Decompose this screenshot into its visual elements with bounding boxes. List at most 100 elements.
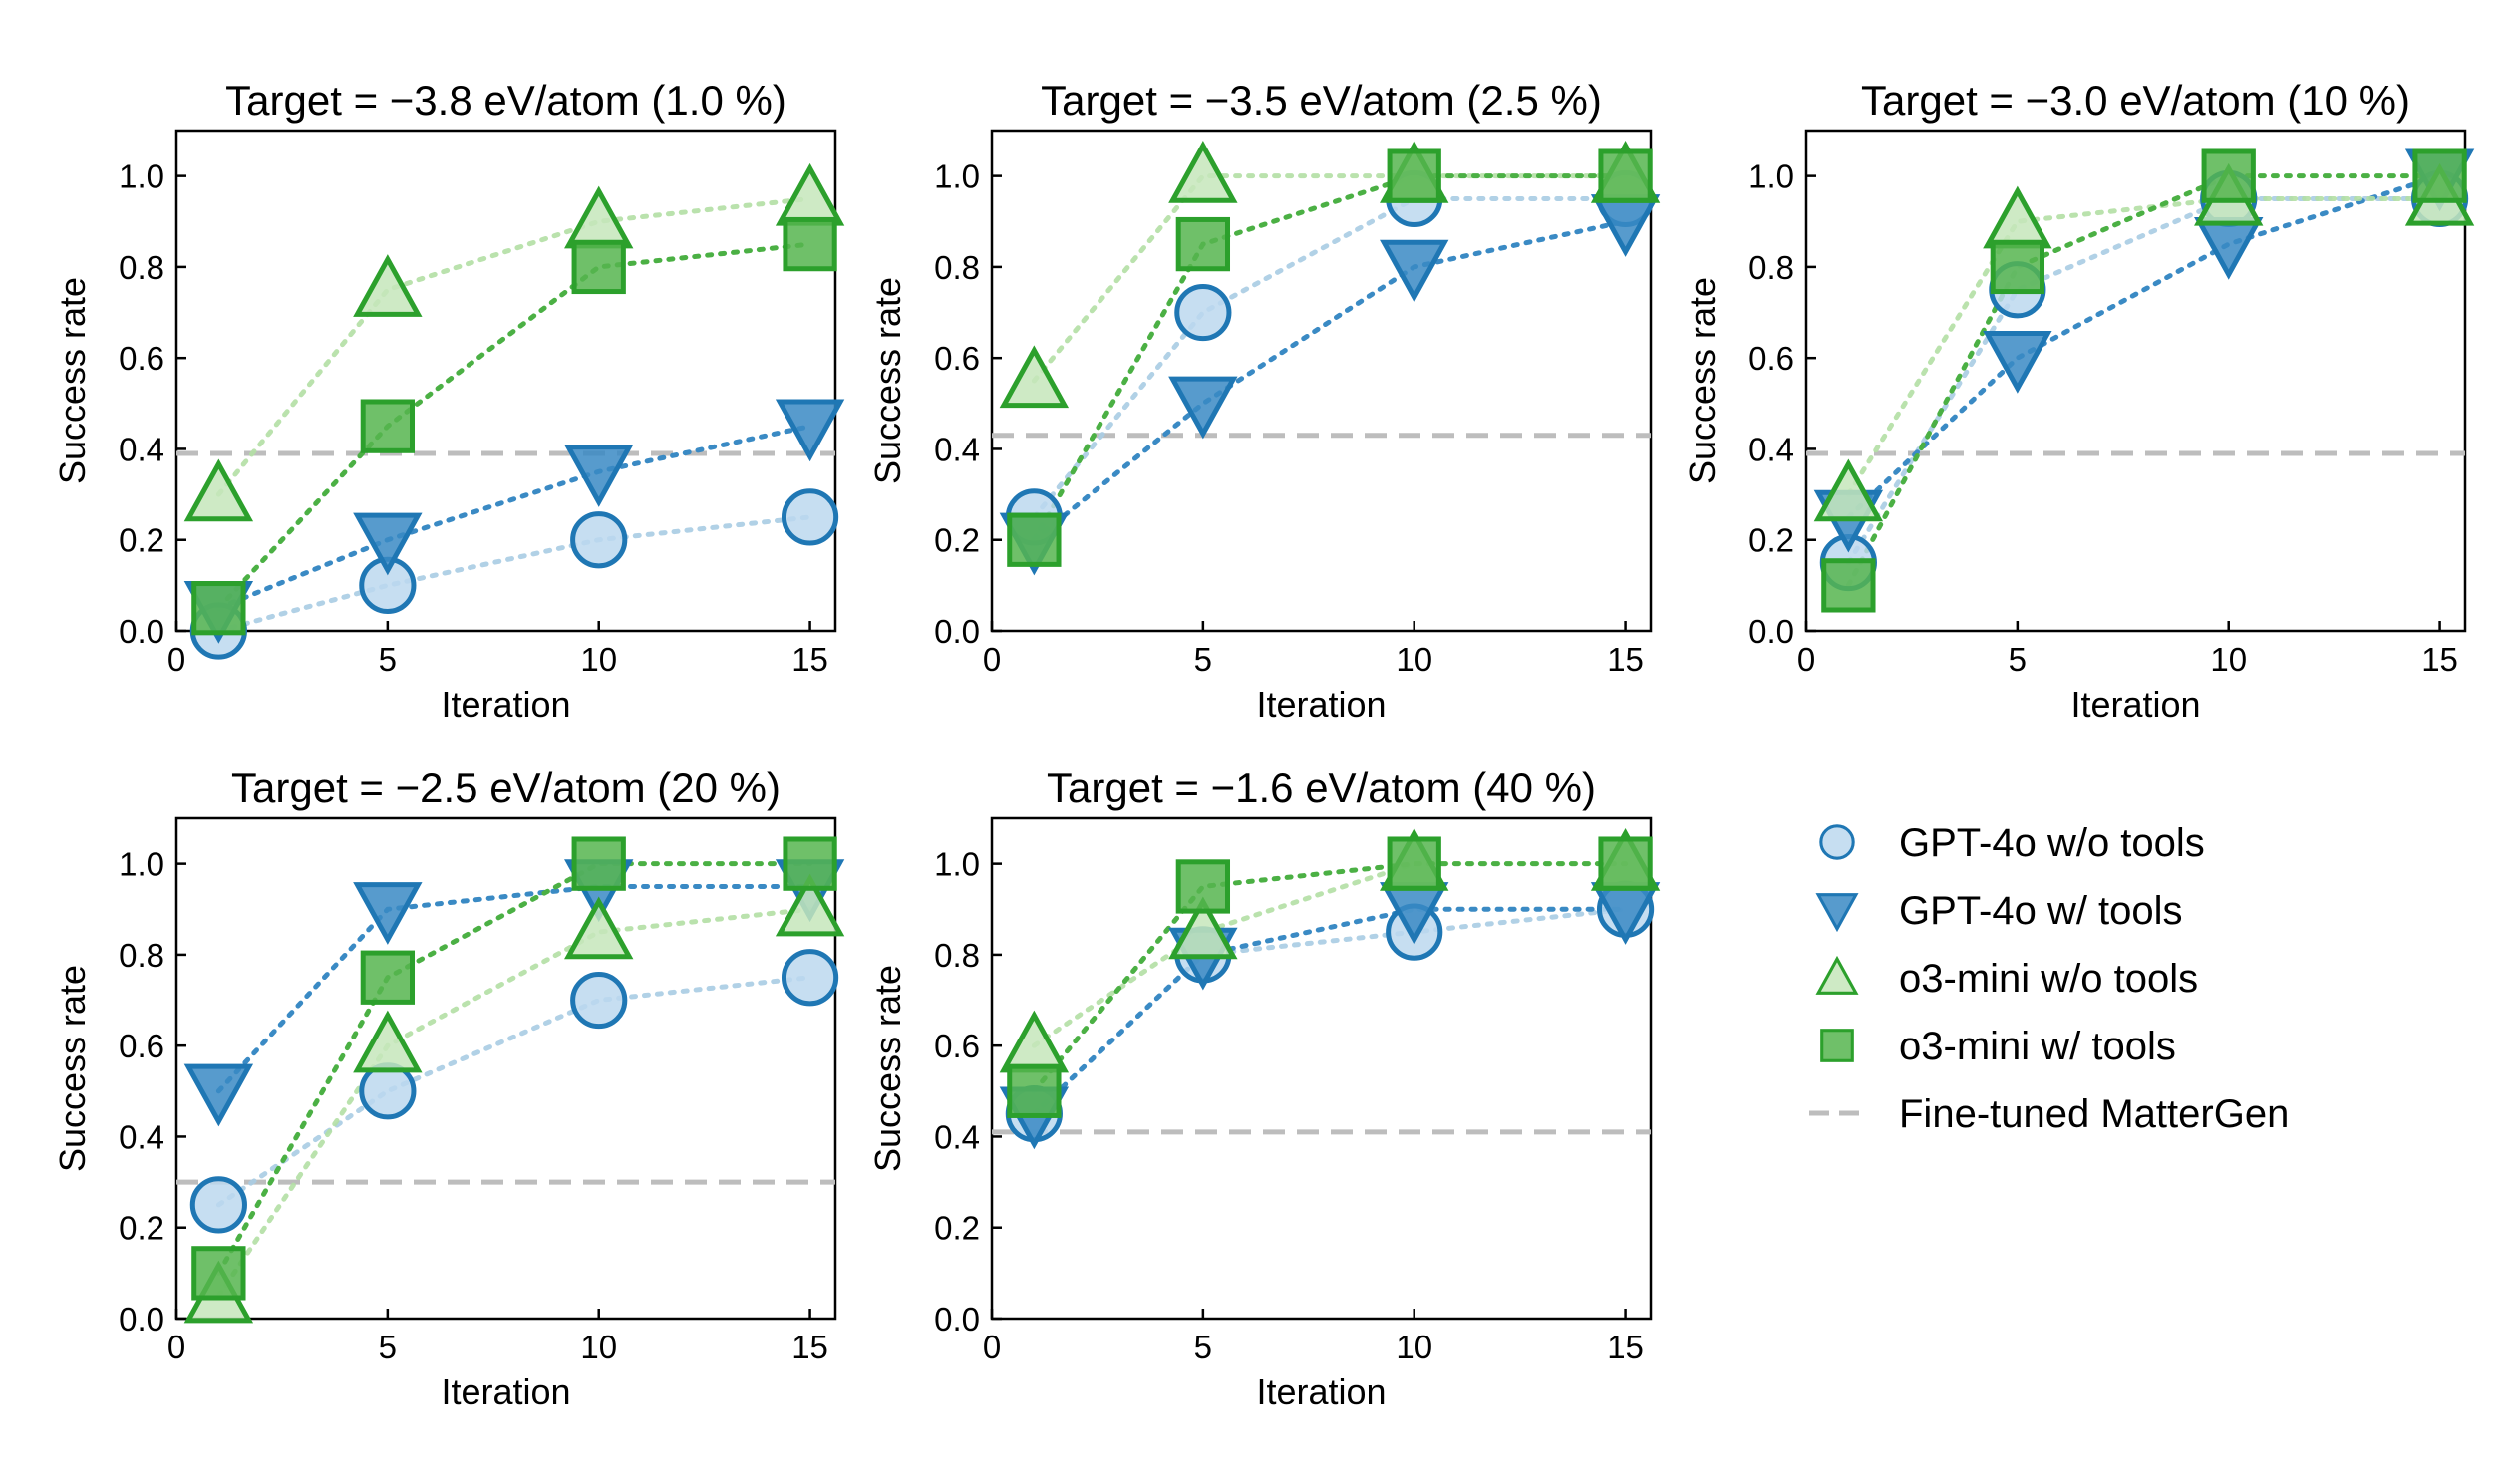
data-point-o3_tools (1598, 148, 1653, 203)
series-line-o3_no_tools (215, 906, 813, 1299)
series-line-o3_no_tools (215, 195, 813, 497)
legend-marker-o3_no_tools (1815, 955, 1859, 995)
y-tick-label: 0.2 (934, 1210, 980, 1247)
y-tick-label: 0.4 (934, 1118, 980, 1155)
series-line-o3_no_tools (1031, 861, 1629, 1048)
y-tick-label: 0.8 (119, 249, 164, 286)
x-tick-label: 10 (580, 1329, 617, 1365)
series-line-gpt4o_tools (1845, 173, 2443, 520)
x-tick-label: 15 (791, 1329, 828, 1365)
data-point-o3_no_tools (775, 873, 845, 937)
legend-marker-gpt4o_no_tools (1819, 824, 1855, 860)
data-point-gpt4o_no_tools (570, 511, 628, 569)
x-tick-label: 5 (2009, 641, 2027, 678)
y-tick-label: 1.0 (934, 158, 980, 195)
data-point-o3_tools (783, 836, 837, 891)
data-point-o3_no_tools (564, 896, 634, 960)
data-point-o3_tools (1598, 836, 1653, 891)
x-tick-label: 5 (379, 641, 397, 678)
data-point-o3_no_tools (999, 1010, 1070, 1073)
legend-label: GPT-4o w/o tools (1899, 821, 2205, 865)
x-axis-label: Iteration (441, 684, 570, 725)
data-point-o3_tools (571, 836, 626, 891)
series-line-gpt4o_tools (215, 424, 813, 611)
y-tick-label: 0.0 (934, 1301, 980, 1337)
y-axis-label: Success rate (1682, 277, 1723, 484)
data-point-o3_no_tools (183, 458, 254, 522)
series-line-gpt4o_no_tools (1031, 906, 1629, 1117)
x-tick-label: 0 (167, 641, 185, 678)
y-tick-label: 0.2 (119, 522, 164, 559)
y-tick-label: 1.0 (934, 846, 980, 883)
series-line-gpt4o_no_tools (1845, 195, 2443, 566)
data-point-gpt4o_no_tools (1174, 283, 1232, 342)
data-point-o3_tools (360, 950, 416, 1005)
y-tick-label: 0.4 (119, 1118, 164, 1155)
y-tick-label: 0.6 (1748, 340, 1794, 377)
data-point-o3_tools (1007, 1063, 1062, 1118)
plot-frame (1804, 129, 2467, 633)
y-axis-label: Success rate (52, 965, 93, 1172)
y-tick-label: 0.6 (119, 1028, 164, 1064)
data-point-o3_tools (783, 216, 837, 272)
series-line-o3_tools (1031, 861, 1629, 1094)
panel-title: Target = −3.5 eV/atom (2.5 %) (1041, 77, 1602, 124)
data-point-o3_no_tools (1168, 896, 1238, 960)
x-tick-label: 15 (791, 641, 828, 678)
x-axis-label: Iteration (441, 1371, 570, 1412)
y-tick-label: 0.8 (934, 937, 980, 974)
x-tick-label: 5 (1194, 641, 1212, 678)
data-point-gpt4o_tools (775, 399, 845, 462)
legend-label: o3-mini w/o tools (1899, 957, 2198, 1001)
x-tick-label: 15 (1607, 1329, 1644, 1365)
y-tick-label: 0.4 (934, 431, 980, 467)
y-tick-label: 0.6 (934, 340, 980, 377)
data-point-o3_tools (1821, 558, 1876, 613)
y-axis-label: Success rate (867, 277, 908, 484)
panel-4: Target = −2.5 eV/atom (20 %) 0 5 10 15 0.0 0.2… (52, 764, 845, 1412)
series-line-gpt4o_no_tools (215, 514, 813, 634)
data-point-o3_no_tools (1168, 141, 1238, 203)
y-axis-label: Success rate (52, 277, 93, 484)
data-point-gpt4o_tools (1380, 239, 1449, 303)
panel-3: Target = −3.0 eV/atom (10 %) 0 5 10 15 0.0 0.2… (1682, 77, 2475, 725)
panel-1: Target = −3.8 eV/atom (1.0 %) 0 5 10 15 0.0 0.… (52, 77, 845, 725)
data-point-o3_tools (191, 581, 246, 636)
legend-marker-gpt4o_tools (1815, 893, 1859, 933)
data-point-o3_tools (1387, 836, 1441, 891)
panel-title: Target = −3.0 eV/atom (10 %) (1861, 77, 2410, 124)
legend: GPT-4o w/o tools GPT-4o w/ tools o3-mini w… (1809, 821, 2289, 1136)
data-point-gpt4o_tools (353, 882, 423, 945)
data-point-o3_tools (191, 1246, 246, 1301)
x-tick-label: 0 (983, 1329, 1001, 1365)
series-line-gpt4o_tools (1031, 218, 1629, 543)
data-point-gpt4o_tools (1983, 331, 2052, 394)
y-tick-label: 1.0 (119, 846, 164, 883)
x-tick-label: 10 (2210, 641, 2247, 678)
x-axis-label: Iteration (1256, 1371, 1386, 1412)
y-tick-label: 0.2 (1748, 522, 1794, 559)
data-point-o3_no_tools (353, 1010, 423, 1073)
y-tick-label: 0.4 (1748, 431, 1794, 467)
panel-title: Target = −3.8 eV/atom (1.0 %) (225, 77, 786, 124)
x-tick-label: 0 (1797, 641, 1815, 678)
x-tick-label: 0 (983, 641, 1001, 678)
data-point-o3_tools (2412, 148, 2467, 203)
y-tick-label: 0.6 (934, 1028, 980, 1064)
panel-title: Target = −1.6 eV/atom (40 %) (1047, 764, 1596, 811)
data-point-o3_no_tools (775, 162, 845, 226)
y-tick-label: 0.8 (934, 249, 980, 286)
y-tick-label: 0.2 (119, 1210, 164, 1247)
data-point-o3_tools (360, 399, 416, 453)
y-tick-label: 0.8 (119, 937, 164, 974)
data-point-o3_tools (571, 239, 626, 295)
legend-marker-o3_tools (1820, 1029, 1854, 1062)
data-point-o3_tools (1387, 148, 1441, 203)
data-point-o3_no_tools (1813, 458, 1884, 522)
data-point-gpt4o_tools (564, 445, 634, 507)
series-line-o3_tools (1845, 173, 2443, 588)
x-axis-label: Iteration (2070, 684, 2200, 725)
plot-frame (174, 129, 837, 633)
series-line-gpt4o_no_tools (215, 975, 813, 1208)
series-line-o3_tools (215, 241, 813, 611)
